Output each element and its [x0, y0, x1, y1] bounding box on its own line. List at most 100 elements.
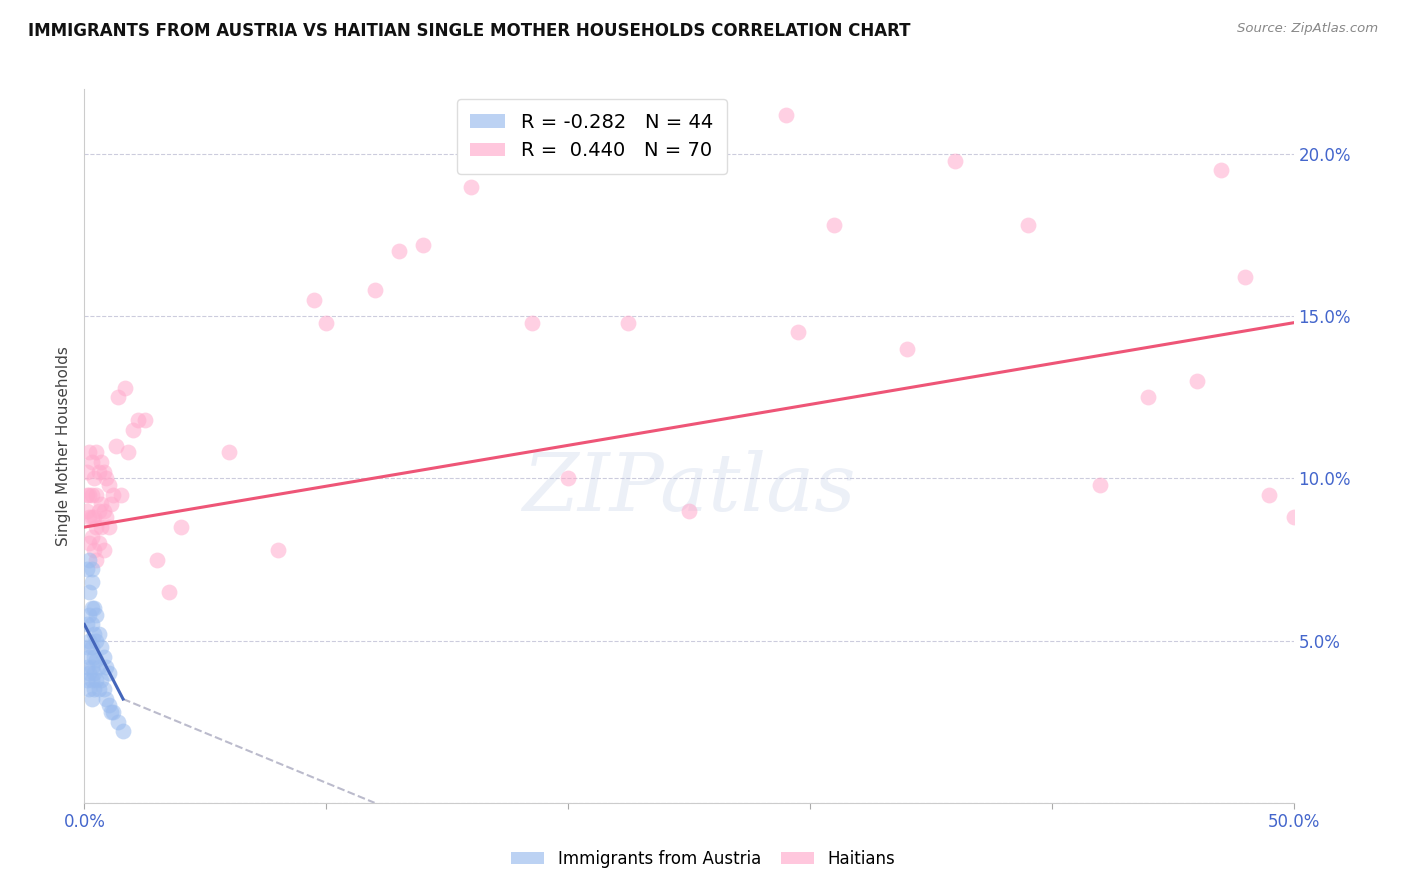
Point: [83, 510, 105, 524]
Point: [460, 179, 482, 194]
Point: [86, 673, 108, 687]
Point: [775, 108, 797, 122]
Point: [823, 219, 845, 233]
Point: [76, 640, 98, 654]
Point: [267, 542, 290, 557]
Point: [90, 640, 112, 654]
Text: IMMIGRANTS FROM AUSTRIA VS HAITIAN SINGLE MOTHER HOUSEHOLDS CORRELATION CHART: IMMIGRANTS FROM AUSTRIA VS HAITIAN SINGL…: [28, 22, 911, 40]
Point: [112, 724, 135, 739]
Point: [77, 607, 100, 622]
Point: [90, 673, 112, 687]
Point: [77, 552, 100, 566]
Point: [80, 640, 103, 654]
Point: [77, 682, 100, 697]
Point: [76, 504, 98, 518]
Point: [83, 627, 105, 641]
Point: [302, 293, 325, 307]
Point: [97, 698, 120, 713]
Point: [678, 504, 700, 518]
Point: [127, 413, 149, 427]
Legend: Immigrants from Austria, Haitians: Immigrants from Austria, Haitians: [505, 844, 901, 875]
Point: [77, 510, 100, 524]
Point: [83, 666, 105, 681]
Point: [76, 562, 98, 576]
Point: [76, 659, 98, 673]
Point: [1234, 270, 1257, 285]
Point: [77, 649, 100, 664]
Point: [90, 497, 112, 511]
Point: [1258, 488, 1281, 502]
Point: [315, 316, 337, 330]
Point: [121, 423, 143, 437]
Point: [77, 666, 100, 681]
Point: [86, 607, 108, 622]
Point: [110, 488, 132, 502]
Point: [1137, 390, 1160, 404]
Point: [80, 601, 103, 615]
Point: [77, 488, 100, 502]
Text: ZIPatlas: ZIPatlas: [522, 450, 856, 527]
Point: [87, 682, 110, 697]
Point: [170, 520, 193, 534]
Point: [80, 659, 103, 673]
Point: [218, 445, 240, 459]
Point: [80, 617, 103, 632]
Point: [146, 552, 169, 566]
Point: [90, 455, 112, 469]
Point: [520, 316, 543, 330]
Point: [617, 316, 640, 330]
Point: [87, 465, 110, 479]
Point: [100, 497, 122, 511]
Point: [87, 504, 110, 518]
Point: [388, 244, 411, 259]
Point: [76, 617, 98, 632]
Point: [83, 601, 105, 615]
Point: [943, 153, 966, 168]
Point: [1209, 163, 1232, 178]
Point: [157, 585, 180, 599]
Point: [87, 627, 110, 641]
Point: [94, 692, 117, 706]
Point: [786, 326, 808, 340]
Point: [103, 705, 125, 719]
Point: [87, 659, 110, 673]
Point: [93, 504, 115, 518]
Point: [83, 471, 105, 485]
Point: [363, 283, 385, 297]
Point: [87, 536, 110, 550]
Point: [103, 488, 125, 502]
Point: [77, 585, 100, 599]
Point: [412, 238, 434, 252]
Point: [83, 542, 105, 557]
Point: [86, 488, 108, 502]
Legend: R = -0.282   N = 44, R =  0.440   N = 70: R = -0.282 N = 44, R = 0.440 N = 70: [457, 99, 727, 174]
Point: [97, 520, 120, 534]
Point: [97, 478, 120, 492]
Point: [76, 673, 98, 687]
Point: [93, 542, 115, 557]
Point: [117, 445, 139, 459]
Point: [90, 520, 112, 534]
Point: [94, 510, 117, 524]
Point: [77, 445, 100, 459]
Point: [134, 413, 156, 427]
Point: [94, 471, 117, 485]
Point: [107, 390, 129, 404]
Point: [520, 131, 543, 145]
Point: [86, 552, 108, 566]
Point: [97, 666, 120, 681]
Point: [100, 705, 122, 719]
Point: [80, 575, 103, 590]
Point: [80, 562, 103, 576]
Point: [557, 471, 579, 485]
Point: [76, 465, 98, 479]
Point: [80, 510, 103, 524]
Point: [107, 714, 129, 729]
Point: [104, 439, 127, 453]
Point: [80, 692, 103, 706]
Point: [77, 633, 100, 648]
Point: [93, 682, 115, 697]
Point: [83, 682, 105, 697]
Point: [76, 488, 98, 502]
Point: [83, 649, 105, 664]
